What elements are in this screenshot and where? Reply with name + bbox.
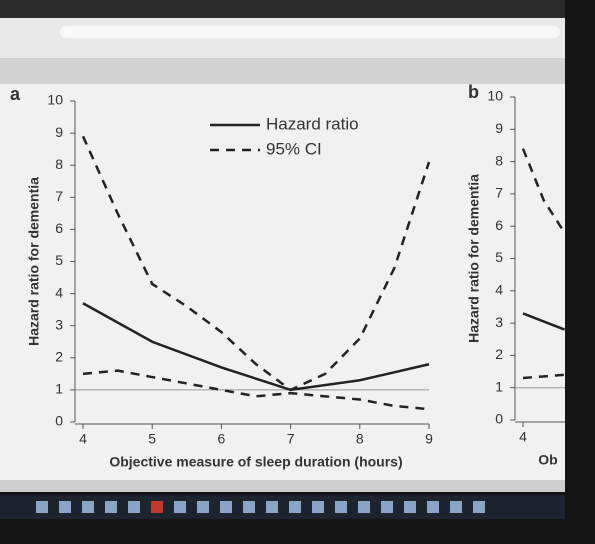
taskbar-icon[interactable] xyxy=(473,501,485,513)
taskbar-icon[interactable] xyxy=(450,501,462,513)
series-line xyxy=(521,148,565,234)
y-tick-label: 7 xyxy=(55,188,63,204)
y-axis-title: Hazard ratio for dementia xyxy=(26,177,42,346)
y-tick-label: 5 xyxy=(495,249,503,265)
taskbar-icon[interactable] xyxy=(151,501,163,513)
taskbar-icon[interactable] xyxy=(427,501,439,513)
x-tick-label: 4 xyxy=(79,431,87,447)
panel-label: a xyxy=(10,84,21,104)
taskbar-icon[interactable] xyxy=(404,501,416,513)
taskbar-icon[interactable] xyxy=(243,501,255,513)
taskbar-icon[interactable] xyxy=(174,501,186,513)
taskbar-icon[interactable] xyxy=(82,501,94,513)
legend-label: Hazard ratio xyxy=(266,114,359,133)
taskbar-icon[interactable] xyxy=(105,501,117,513)
x-tick-label: 7 xyxy=(287,431,295,447)
panel-label: b xyxy=(468,82,479,102)
x-tick-label: 4 xyxy=(519,429,527,445)
taskbar-icon[interactable] xyxy=(358,501,370,513)
taskbar-icons xyxy=(36,501,485,513)
series-line xyxy=(82,302,430,392)
y-tick-label: 2 xyxy=(495,346,503,362)
taskbar-icon[interactable] xyxy=(335,501,347,513)
address-bar[interactable] xyxy=(60,26,560,38)
taskbar-icon[interactable] xyxy=(128,501,140,513)
y-tick-label: 7 xyxy=(495,185,503,201)
y-tick-label: 9 xyxy=(55,124,63,140)
y-tick-label: 4 xyxy=(55,284,63,300)
x-tick-label: 9 xyxy=(425,431,433,447)
taskbar-icon[interactable] xyxy=(220,501,232,513)
y-tick-label: 5 xyxy=(55,252,63,268)
y-tick-label: 9 xyxy=(495,120,503,136)
y-tick-label: 6 xyxy=(55,220,63,236)
x-axis-title: Ob xyxy=(538,452,557,468)
x-axis-title: Objective measure of sleep duration (hou… xyxy=(109,454,402,470)
y-tick-label: 2 xyxy=(55,349,63,365)
tab-bar xyxy=(0,0,565,18)
y-tick-label: 6 xyxy=(495,217,503,233)
y-axis-title: Hazard ratio for dementia xyxy=(466,174,482,343)
y-tick-label: 0 xyxy=(55,413,63,429)
page-bottom xyxy=(0,480,565,492)
y-tick-label: 0 xyxy=(495,411,503,427)
series-line xyxy=(82,369,430,411)
page-margin xyxy=(0,58,565,86)
x-tick-label: 6 xyxy=(218,431,226,447)
taskbar xyxy=(0,495,565,519)
taskbar-icon[interactable] xyxy=(266,501,278,513)
taskbar-icon[interactable] xyxy=(289,501,301,513)
y-tick-label: 3 xyxy=(55,316,63,332)
y-tick-label: 1 xyxy=(55,381,63,397)
y-tick-label: 10 xyxy=(487,88,503,104)
series-line xyxy=(522,373,565,380)
chart-area xyxy=(0,84,565,480)
y-tick-label: 8 xyxy=(55,156,63,172)
y-tick-label: 8 xyxy=(495,152,503,168)
taskbar-icon[interactable] xyxy=(312,501,324,513)
y-tick-label: 10 xyxy=(47,92,63,108)
y-tick-label: 4 xyxy=(495,282,503,298)
series-line xyxy=(522,312,565,331)
x-tick-label: 8 xyxy=(356,431,364,447)
y-tick-label: 1 xyxy=(495,378,503,394)
y-tick-label: 3 xyxy=(495,314,503,330)
taskbar-icon[interactable] xyxy=(197,501,209,513)
taskbar-icon[interactable] xyxy=(381,501,393,513)
series-line xyxy=(81,135,431,392)
x-tick-label: 5 xyxy=(148,431,156,447)
legend-label: 95% CI xyxy=(266,139,322,158)
taskbar-icon[interactable] xyxy=(59,501,71,513)
taskbar-icon[interactable] xyxy=(36,501,48,513)
